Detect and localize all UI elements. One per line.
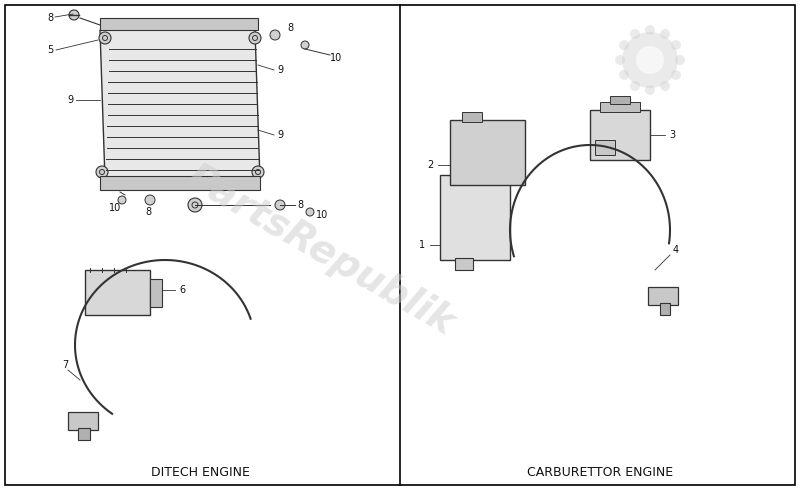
Circle shape [660,29,670,39]
Text: 6: 6 [179,285,185,295]
Circle shape [645,85,655,95]
Text: 8: 8 [297,200,303,210]
FancyBboxPatch shape [660,303,670,315]
Circle shape [96,166,108,178]
FancyBboxPatch shape [150,279,162,307]
Circle shape [636,46,664,74]
Text: 9: 9 [67,95,73,105]
Text: 4: 4 [673,245,679,255]
FancyBboxPatch shape [68,412,98,430]
FancyBboxPatch shape [595,140,615,155]
Circle shape [275,200,285,210]
Circle shape [615,55,625,65]
Circle shape [252,166,264,178]
Text: 8: 8 [145,207,151,217]
FancyBboxPatch shape [600,102,640,112]
FancyBboxPatch shape [85,270,150,315]
Circle shape [249,32,261,44]
FancyBboxPatch shape [440,175,510,260]
Text: DITECH ENGINE: DITECH ENGINE [150,466,250,479]
Polygon shape [100,30,260,180]
Circle shape [301,41,309,49]
FancyBboxPatch shape [78,428,90,440]
FancyBboxPatch shape [648,287,678,305]
Circle shape [671,70,681,80]
FancyBboxPatch shape [100,18,258,30]
FancyBboxPatch shape [450,120,525,185]
Text: 8: 8 [287,23,293,33]
Circle shape [188,198,202,212]
Circle shape [630,29,640,39]
Text: 10: 10 [109,203,121,213]
Circle shape [99,32,111,44]
Text: 8: 8 [47,13,53,23]
Circle shape [630,81,640,91]
Text: 9: 9 [277,65,283,75]
Circle shape [118,196,126,204]
Circle shape [306,208,314,216]
Circle shape [270,30,280,40]
Text: 2: 2 [427,160,433,170]
Text: 10: 10 [316,210,328,220]
Circle shape [645,25,655,35]
Circle shape [619,70,629,80]
Text: 3: 3 [669,130,675,140]
FancyBboxPatch shape [610,96,630,104]
Circle shape [69,10,79,20]
Text: 10: 10 [330,53,342,63]
Text: CARBURETTOR ENGINE: CARBURETTOR ENGINE [527,466,673,479]
Circle shape [675,55,685,65]
Circle shape [671,40,681,50]
Text: 9: 9 [277,130,283,140]
Circle shape [622,32,678,88]
Text: 7: 7 [62,360,68,370]
FancyBboxPatch shape [590,110,650,160]
FancyBboxPatch shape [462,112,482,122]
Circle shape [619,40,629,50]
Circle shape [145,195,155,205]
Circle shape [660,81,670,91]
FancyBboxPatch shape [455,258,473,270]
Text: 1: 1 [419,240,425,250]
Text: PartsRepublik: PartsRepublik [179,158,461,343]
Text: 5: 5 [47,45,53,55]
FancyBboxPatch shape [100,176,260,190]
